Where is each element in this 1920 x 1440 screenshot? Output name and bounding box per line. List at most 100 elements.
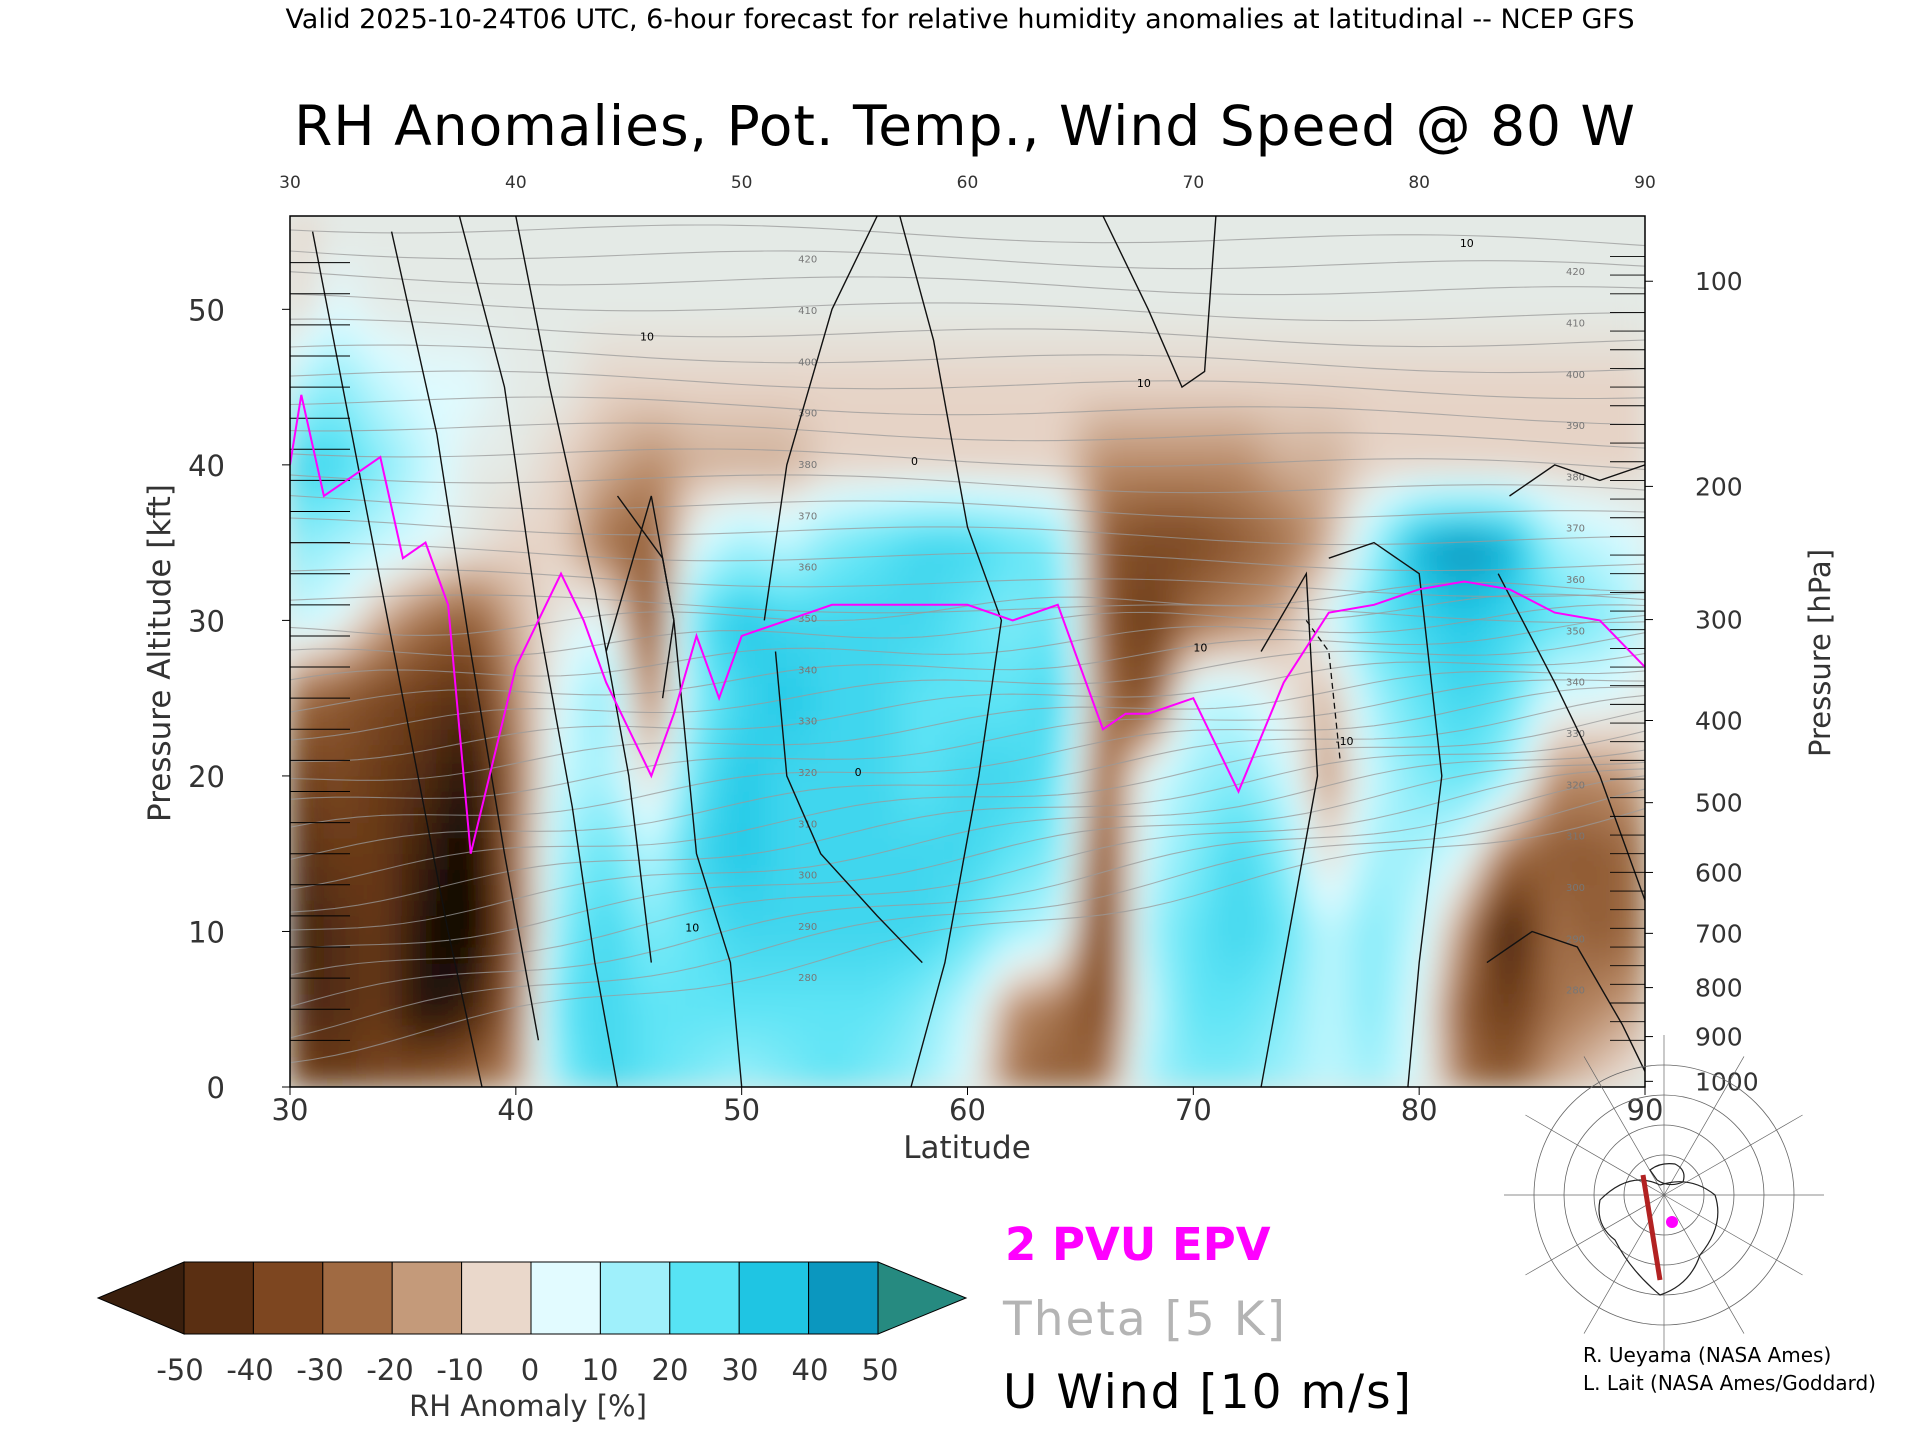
heat-cell	[1046, 417, 1059, 435]
heat-cell	[300, 822, 314, 839]
heat-cell	[989, 371, 1002, 388]
heat-cell	[1136, 246, 1149, 264]
heat-cell	[1023, 915, 1036, 932]
heat-cell	[1238, 744, 1251, 761]
heat-cell	[1023, 1024, 1036, 1041]
heat-cell	[290, 1055, 302, 1072]
heat-cell	[413, 728, 426, 746]
heat-cell	[978, 977, 991, 995]
heat-cell	[526, 604, 539, 621]
heat-cell	[1136, 635, 1149, 652]
heat-cell	[1000, 246, 1014, 264]
heat-cell	[571, 308, 585, 326]
heat-cell	[1204, 915, 1217, 932]
heat-cell	[413, 511, 426, 528]
heat-cell	[481, 448, 494, 466]
heat-cell	[504, 930, 517, 948]
heat-cell	[1147, 402, 1160, 419]
heat-cell	[1046, 993, 1059, 1010]
heat-cell	[820, 651, 833, 668]
heat-cell	[504, 790, 517, 808]
heat-cell	[1046, 573, 1059, 590]
heat-cell	[933, 308, 946, 326]
heat-cell	[1000, 371, 1014, 388]
heat-cell	[1215, 837, 1228, 855]
heat-cell	[650, 837, 664, 855]
heat-cell	[481, 993, 494, 1010]
heat-cell	[1260, 231, 1273, 248]
heat-cell	[526, 246, 539, 264]
heat-cell	[300, 277, 314, 295]
heat-cell	[887, 324, 901, 341]
heat-cell	[1238, 417, 1251, 435]
heat-cell	[323, 573, 336, 590]
heat-cell	[978, 822, 991, 839]
heat-cell	[842, 1039, 856, 1057]
heat-cell	[1102, 962, 1115, 979]
heat-cell	[662, 728, 675, 746]
heat-cell	[921, 542, 935, 559]
heat-cell	[876, 682, 889, 699]
heat-cell	[989, 246, 1002, 264]
heat-cell	[808, 308, 822, 326]
heat-cell	[402, 386, 415, 404]
heat-cell	[1215, 495, 1228, 513]
heat-cell	[729, 651, 743, 668]
heat-cell	[549, 557, 562, 575]
heat-cell	[899, 993, 912, 1010]
heat-cell	[1271, 744, 1285, 761]
heat-cell	[1147, 1055, 1160, 1072]
heat-cell	[481, 853, 494, 870]
heat-cell	[967, 1008, 980, 1026]
heat-cell	[492, 246, 506, 264]
heat-cell	[1147, 573, 1160, 590]
heat-cell	[312, 697, 325, 715]
heat-cell	[1091, 666, 1104, 684]
heat-cell	[425, 526, 438, 544]
heat-cell	[413, 324, 426, 341]
heat-cell	[379, 697, 393, 715]
heat-cell	[989, 511, 1002, 528]
heat-cell	[458, 464, 472, 481]
heat-cell	[639, 682, 652, 699]
heat-cell	[357, 806, 370, 824]
heat-cell	[1181, 899, 1194, 917]
heat-cell	[504, 775, 517, 792]
heat-cell	[1215, 899, 1228, 917]
heat-cell	[1046, 402, 1059, 419]
heat-cell	[831, 1024, 844, 1041]
heat-cell	[1136, 884, 1149, 901]
heat-cell	[933, 216, 946, 233]
heat-cell	[425, 604, 438, 621]
heat-cell	[492, 884, 506, 901]
heat-cell	[865, 619, 878, 637]
heat-cell	[775, 822, 788, 839]
heat-cell	[944, 993, 957, 1010]
heat-cell	[413, 277, 426, 295]
heat-cell	[1147, 993, 1160, 1010]
heat-cell	[854, 806, 867, 824]
heat-cell	[447, 837, 460, 855]
heat-cell	[820, 666, 833, 684]
heat-cell	[1204, 557, 1217, 575]
heat-cell	[549, 511, 562, 528]
heat-cell	[639, 433, 652, 450]
heat-cell	[741, 930, 754, 948]
heat-cell	[1283, 759, 1296, 777]
heat-cell	[1091, 479, 1104, 497]
heat-cell	[786, 744, 799, 761]
heat-cell	[662, 993, 675, 1010]
heat-cell	[1192, 962, 1206, 979]
heat-cell	[379, 899, 393, 917]
heat-cell	[1170, 464, 1183, 481]
heat-cell	[1158, 868, 1172, 886]
heat-cell	[1158, 557, 1172, 575]
heat-cell	[718, 433, 731, 450]
heat-cell	[1125, 417, 1138, 435]
heat-cell	[842, 293, 856, 310]
heat-cell	[1260, 977, 1273, 995]
heat-cell	[752, 526, 765, 544]
heat-cell	[967, 339, 980, 357]
heat-cell	[876, 1008, 889, 1026]
heat-cell	[1125, 464, 1138, 481]
